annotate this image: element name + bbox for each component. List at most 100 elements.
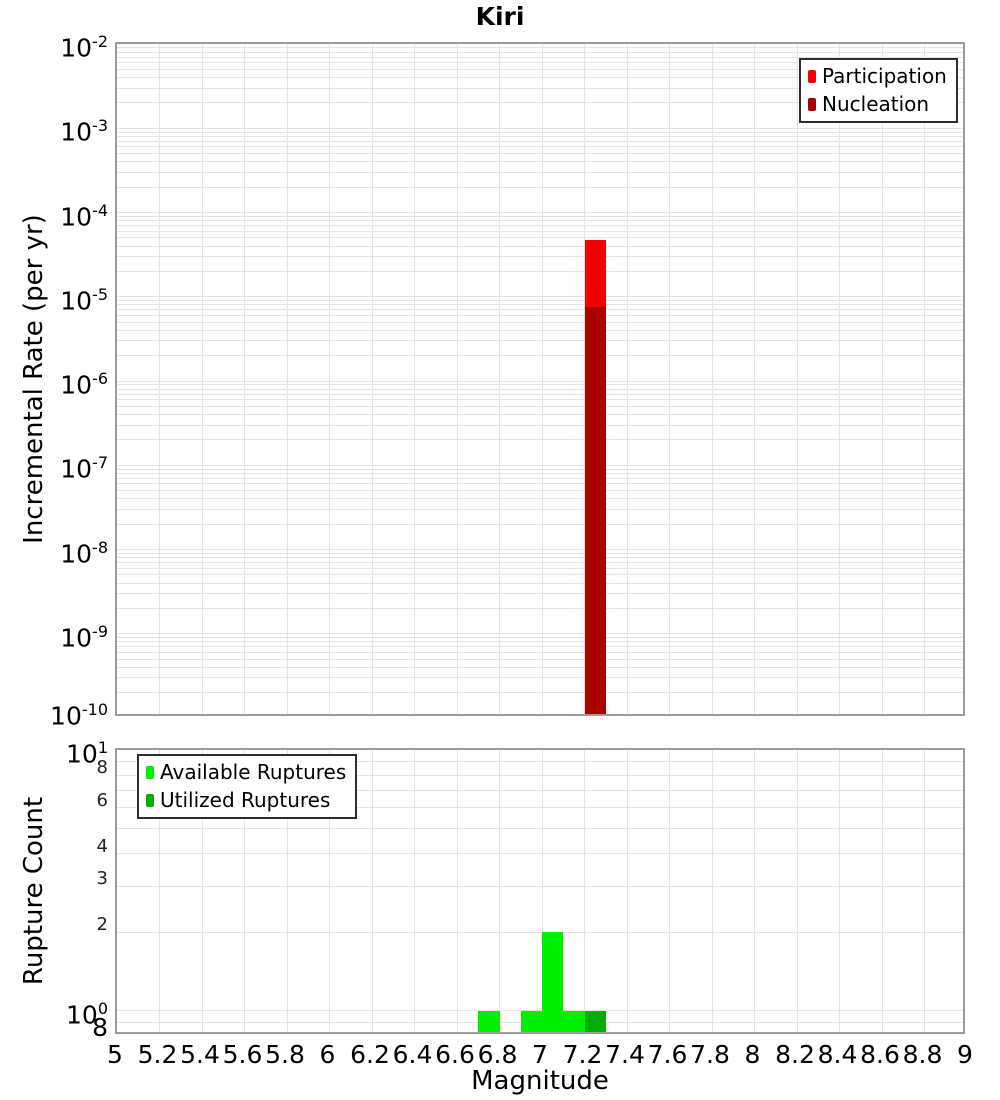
gridline-horizontal <box>117 523 963 525</box>
gridline-vertical <box>796 750 798 1032</box>
gridline-vertical <box>839 750 840 1032</box>
gridline-vertical <box>541 44 543 714</box>
gridline-horizontal <box>117 329 963 331</box>
gridline-horizontal <box>117 807 963 809</box>
gridline-vertical <box>456 44 458 714</box>
gridline-horizontal <box>117 651 963 653</box>
gridline-horizontal <box>117 171 963 173</box>
gridline-vertical <box>244 44 245 714</box>
gridline-horizontal <box>117 439 963 441</box>
legend-label-nucleation: Nucleation <box>822 92 930 116</box>
gridline-horizontal <box>117 490 963 492</box>
gridline-horizontal <box>117 557 963 559</box>
gridline-horizontal <box>117 256 963 258</box>
gridline-horizontal <box>117 399 963 401</box>
gridline-vertical <box>499 750 500 1032</box>
x-tick-label: 8 <box>744 1040 761 1069</box>
gridline-horizontal <box>117 56 963 58</box>
y-tick-label: 10-3 <box>60 116 108 147</box>
gridline-horizontal <box>117 658 963 660</box>
gridline-vertical <box>371 44 373 714</box>
gridline-horizontal <box>117 186 963 188</box>
bar-available-ruptures-m6.75 <box>478 1010 500 1032</box>
gridline-horizontal <box>117 574 963 576</box>
gridline-horizontal <box>117 87 963 89</box>
gridline-vertical <box>286 750 288 1032</box>
y-tick-label: 10-10 <box>50 700 108 731</box>
x-tick-label: 7.8 <box>690 1040 730 1069</box>
x-tick-label: 7.6 <box>647 1040 688 1069</box>
x-tick-label: 7.2 <box>562 1040 603 1069</box>
gridline-vertical <box>881 750 883 1032</box>
gridline-horizontal <box>117 677 963 679</box>
gridline-horizontal <box>117 582 963 584</box>
gridline-vertical <box>541 750 543 1032</box>
gridline-horizontal <box>117 296 963 298</box>
x-tick-label: 7 <box>532 1040 548 1069</box>
gridline-vertical <box>584 750 585 1032</box>
x-tick-label: 8.8 <box>902 1040 943 1069</box>
gridline-horizontal <box>117 230 963 232</box>
gridline-vertical <box>626 44 628 714</box>
gridline-horizontal <box>117 388 963 390</box>
x-tick-label: 7.4 <box>605 1040 645 1069</box>
gridline-horizontal <box>117 384 963 386</box>
gridline-vertical <box>159 750 160 1032</box>
gridline-vertical <box>924 750 925 1032</box>
x-tick-label: 9 <box>957 1040 973 1069</box>
gridline-horizontal <box>117 127 963 129</box>
gridline-horizontal <box>117 666 963 668</box>
gridline-horizontal <box>117 51 963 53</box>
gridline-vertical <box>159 44 160 714</box>
gridline-vertical <box>669 44 670 714</box>
x-tick-label: 6.2 <box>350 1040 390 1069</box>
gridline-horizontal <box>117 212 963 213</box>
gridline-horizontal <box>117 552 963 554</box>
x-tick-label: 6.4 <box>392 1040 433 1069</box>
gridline-horizontal <box>117 270 963 272</box>
gridline-vertical <box>626 750 628 1032</box>
gridline-vertical <box>711 750 713 1032</box>
gridline-horizontal <box>117 220 963 222</box>
gridline-horizontal <box>117 562 963 564</box>
gridline-horizontal <box>117 567 963 569</box>
x-tick-label: 6.8 <box>477 1040 518 1069</box>
legend-marker-available-ruptures-icon <box>146 766 154 779</box>
gridline-horizontal <box>117 161 963 163</box>
gridline-horizontal <box>117 340 963 342</box>
bar-available-ruptures-m7.15 <box>563 1010 585 1032</box>
x-tick-label: 8.4 <box>817 1040 858 1069</box>
y-tick-label: 10-2 <box>60 32 108 63</box>
legend-marker-participation-icon <box>808 70 816 83</box>
gridline-horizontal <box>117 931 963 933</box>
y-tick-label: 2 <box>96 914 108 936</box>
gridline-horizontal <box>117 300 963 302</box>
gridline-vertical <box>414 750 415 1032</box>
y-tick-label: 100 <box>66 998 108 1030</box>
x-tick-label: 8.2 <box>775 1040 815 1069</box>
gridline-horizontal <box>117 414 963 416</box>
y-tick-label: 10-5 <box>60 284 108 316</box>
y-tick-label: 10-4 <box>60 200 108 231</box>
gridline-horizontal <box>117 641 963 643</box>
y-axis-label-rupture-count: Rupture Count <box>19 796 49 986</box>
y-tick-label: 10-6 <box>60 369 108 400</box>
x-tick-label: 5 <box>107 1040 123 1069</box>
legend-label-participation: Participation <box>822 64 947 88</box>
gridline-horizontal <box>117 593 963 595</box>
y-tick-label: 6 <box>96 789 108 811</box>
gridline-horizontal <box>117 789 963 791</box>
x-axis-label-magnitude: Magnitude <box>471 1066 609 1096</box>
gridline-vertical <box>711 44 713 714</box>
gridline-vertical <box>201 750 203 1032</box>
chart-title: Kiri <box>475 2 525 31</box>
x-tick-label: 6.6 <box>435 1040 475 1069</box>
gridline-horizontal <box>117 424 963 426</box>
gridline-vertical <box>244 750 245 1032</box>
gridline-horizontal <box>117 102 963 104</box>
legend-item-participation: Participation <box>808 64 947 89</box>
plot-area-incremental-rate <box>115 42 965 716</box>
gridline-horizontal <box>117 637 963 639</box>
gridline-horizontal <box>117 827 963 829</box>
legend-item-available-ruptures: Available Ruptures <box>146 760 346 785</box>
